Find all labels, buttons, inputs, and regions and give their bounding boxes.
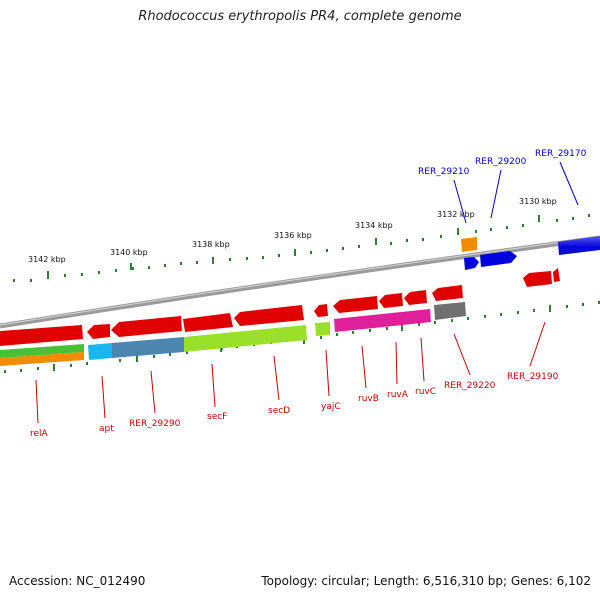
reverse-gene-labels: relA apt RER_29290 secF secD yajC ruvB r…	[30, 372, 559, 439]
gene-label[interactable]: RER_29220	[444, 381, 496, 391]
gene-reverse[interactable]	[111, 316, 182, 337]
band-cyan	[88, 343, 112, 360]
ruler-label: 3130 kbp	[519, 197, 557, 206]
genome-backbone	[0, 235, 600, 329]
gene-reverse[interactable]	[523, 271, 552, 287]
map-title: Rhodococcus erythropolis PR4, complete g…	[138, 9, 462, 24]
band-lime	[315, 322, 330, 336]
genome-backbone-highlight	[0, 236, 600, 326]
outer-ruler-ticks	[13, 214, 590, 282]
gene-reverse[interactable]	[333, 296, 378, 313]
gene-reverse[interactable]	[0, 325, 83, 346]
ruler-label: 3142 kbp	[28, 255, 66, 264]
forward-strand-genes	[461, 236, 600, 270]
gene-label[interactable]: apt	[99, 424, 114, 434]
genome-summary-text: Topology: circular; Length: 6,516,310 bp…	[261, 574, 591, 588]
reverse-strand-genes	[0, 268, 560, 346]
ruler-label: 3134 kbp	[355, 221, 393, 230]
inner-ruler-ticks	[4, 301, 600, 373]
cog-band	[0, 309, 431, 366]
gene-reverse[interactable]	[553, 268, 560, 282]
gene-reverse[interactable]	[234, 305, 304, 326]
reverse-leader-lines	[35, 321, 546, 424]
ruler-labels: 3142 kbp 3140 kbp 3138 kbp 3136 kbp 3134…	[28, 197, 557, 264]
gene-label[interactable]: RER_29210	[418, 167, 470, 177]
gene-reverse[interactable]	[379, 293, 403, 308]
gene-forward[interactable]	[464, 257, 479, 270]
gene-label[interactable]: RER_29170	[535, 149, 587, 159]
gene-forward[interactable]	[461, 237, 477, 252]
gene-reverse[interactable]	[432, 285, 463, 301]
forward-gene-labels: RER_29210 RER_29200 RER_29170	[418, 149, 587, 177]
gene-label[interactable]: ruvC	[415, 387, 436, 397]
ruler-label: 3138 kbp	[192, 240, 230, 249]
gene-label[interactable]: ruvA	[387, 390, 409, 400]
band-magenta	[334, 309, 431, 332]
gene-label[interactable]: RER_29290	[129, 419, 181, 429]
gene-reverse[interactable]	[314, 304, 328, 317]
gene-shade	[558, 236, 600, 255]
gene-label[interactable]: yajC	[321, 402, 341, 412]
gene-reverse[interactable]	[87, 324, 110, 339]
ruler-label: 3140 kbp	[110, 248, 148, 257]
gene-label[interactable]: secD	[268, 406, 290, 416]
gene-reverse[interactable]	[183, 313, 233, 332]
ruler-label: 3136 kbp	[274, 231, 312, 240]
band-lime	[184, 325, 307, 352]
forward-leader-lines	[453, 161, 579, 224]
band-green	[0, 344, 84, 358]
gene-reverse-gray[interactable]	[434, 302, 466, 320]
gene-forward[interactable]	[480, 251, 517, 267]
gene-label[interactable]: ruvB	[358, 394, 379, 404]
gene-label[interactable]: RER_29190	[507, 372, 559, 382]
gene-reverse[interactable]	[404, 290, 427, 305]
band-steel	[112, 337, 184, 358]
gene-label[interactable]: relA	[30, 429, 49, 439]
gene-label[interactable]: secF	[207, 412, 227, 422]
accession-text: Accession: NC_012490	[9, 574, 146, 588]
gene-label[interactable]: RER_29200	[475, 157, 527, 167]
band-orange	[0, 352, 84, 366]
ruler-label: 3132 kbp	[437, 210, 475, 219]
